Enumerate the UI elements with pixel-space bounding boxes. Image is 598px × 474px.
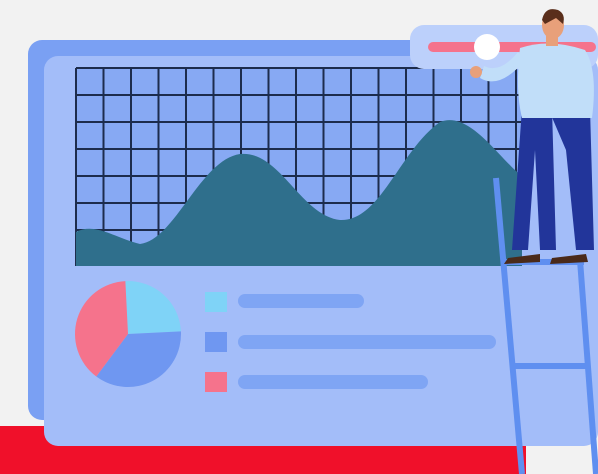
legend-bar [238, 294, 364, 308]
chart-area [76, 68, 522, 266]
shirt [518, 43, 594, 118]
legend-swatch [205, 372, 227, 392]
page: (() => { const data = JSON.parse(documen… [0, 0, 598, 474]
legend-bar [238, 375, 428, 389]
legend-swatch [205, 292, 227, 312]
legend-bar [238, 335, 496, 349]
slider-knob [474, 34, 500, 60]
legend-swatch [205, 332, 227, 352]
pie [75, 281, 181, 387]
illustration [0, 0, 598, 474]
hand [470, 66, 482, 78]
